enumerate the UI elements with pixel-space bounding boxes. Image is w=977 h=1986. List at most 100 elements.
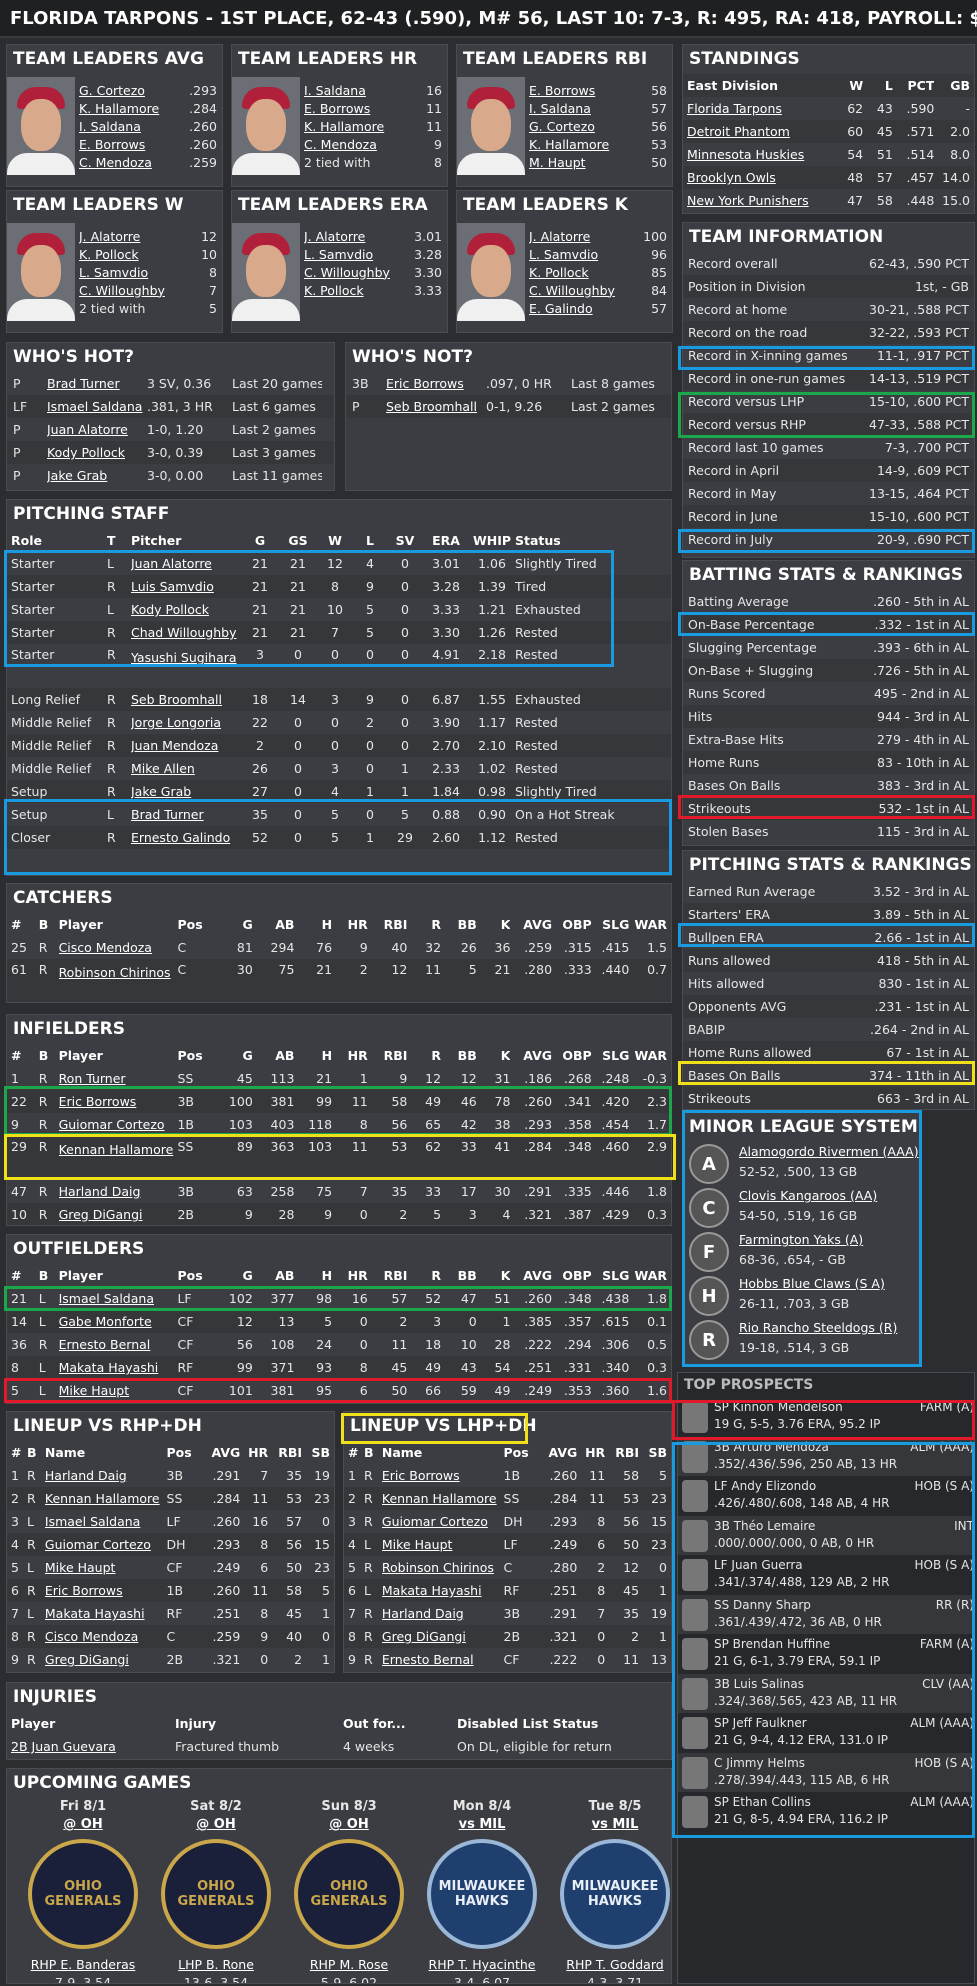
leader-name[interactable]: E. Galindo (529, 300, 593, 316)
player-link[interactable]: Kennan Hallamore (381, 1491, 497, 1506)
hot-cell[interactable]: Ismael Saldana (47, 399, 143, 414)
game-pitcher-link[interactable]: RHP T. Goddard (566, 1957, 664, 1972)
game-opponent-link[interactable]: vs MIL (591, 1817, 639, 1832)
player-link[interactable]: Luis Samvdio (131, 579, 214, 594)
player-link[interactable]: Cisco Mendoza (44, 1629, 139, 1644)
leader-name[interactable]: K. Hallamore (304, 118, 385, 134)
player-link[interactable]: Kennan Hallamore (58, 1142, 174, 1157)
prospect-row[interactable]: SP Ethan Collins ALM (AAA) 21 G, 8-5, 4.94… (678, 1792, 974, 1831)
player-link[interactable]: Greg DiGangi (44, 1652, 129, 1667)
player-link[interactable]: Jorge Longoria (131, 715, 222, 730)
prospect-row[interactable]: C Jimmy Helms HOB (S A) .278/.394/.443, 11… (678, 1752, 974, 1792)
player-link[interactable]: Eric Borrows (58, 1094, 137, 1109)
not-cell[interactable]: Eric Borrows (386, 376, 464, 391)
player-link[interactable]: Chad Willoughby (131, 625, 237, 640)
leader-name[interactable]: J. Alatorre (304, 228, 366, 244)
player-link[interactable]: Seb Broomhall (131, 692, 222, 707)
leader-name[interactable]: E. Borrows (529, 82, 596, 98)
player-link[interactable]: 2B Juan Guevara (11, 1739, 116, 1754)
game-pitcher-link[interactable]: RHP E. Banderas (30, 1957, 136, 1972)
player-link[interactable]: Jake Grab (131, 784, 192, 799)
prospect-name[interactable]: SP Kinnon Mendelson (714, 1400, 843, 1414)
player-link[interactable]: Makata Hayashi (58, 1360, 159, 1375)
leader-name[interactable]: C. Mendoza (304, 136, 377, 152)
player-link[interactable]: Ismael Saldana (44, 1514, 141, 1529)
player-link[interactable]: Ron Turner (58, 1071, 126, 1086)
prospect-row[interactable]: SP Brendan Huffine FARM (A) 21 G, 6-1, 3.7… (678, 1634, 974, 1673)
game-opponent-link[interactable]: vs MIL (458, 1817, 506, 1832)
team-link[interactable]: New York Punishers (687, 193, 809, 208)
team-link[interactable]: Minnesota Huskies (687, 147, 805, 162)
not-cell[interactable]: Seb Broomhall (386, 399, 477, 414)
player-link[interactable]: Mike Haupt (58, 1383, 130, 1398)
prospect-row[interactable]: SS Danny Sharp RR (R) .361/.439/.472, 36 A… (678, 1594, 974, 1634)
player-link[interactable]: Juan Mendoza (131, 738, 219, 753)
player-link[interactable]: Brad Turner (131, 807, 204, 822)
prospect-row[interactable]: LF Andy Elizondo HOB (S A) .426/.480/.608,… (678, 1476, 974, 1515)
prospect-name[interactable]: 3B Luis Salinas (714, 1676, 805, 1691)
prospect-row[interactable]: SP Kinnon Mendelson FARM (A) 19 G, 5-5, 3.… (678, 1397, 974, 1436)
leader-name[interactable]: L. Samvdio (79, 264, 149, 280)
leader-name[interactable]: C. Willoughby (529, 282, 615, 298)
player-link[interactable]: Eric Borrows (381, 1468, 460, 1483)
game-pitcher-link[interactable]: RHP M. Rose (309, 1957, 389, 1972)
leader-name[interactable]: I. Saldana (304, 82, 366, 98)
player-link[interactable]: Ismael Saldana (58, 1291, 154, 1306)
game-pitcher-link[interactable]: LHP B. Rone (178, 1957, 254, 1972)
minor-team-link[interactable]: Hobbs Blue Claws (S A) (739, 1276, 885, 1291)
leader-name[interactable]: K. Hallamore (529, 136, 610, 152)
player-link[interactable]: Gabe Monforte (58, 1314, 152, 1329)
player-link[interactable]: Harland Daig (58, 1184, 141, 1199)
player-link[interactable]: Guiomar Cortezo (58, 1117, 165, 1132)
leader-name[interactable]: E. Borrows (79, 136, 146, 152)
leader-name[interactable]: K. Hallamore (79, 100, 160, 116)
hot-cell[interactable]: Jake Grab (47, 468, 108, 483)
prospect-row[interactable]: 3B Arturo Mendoza ALM (AAA) .352/.436/.596… (678, 1436, 974, 1476)
hot-cell[interactable]: Kody Pollock (47, 445, 125, 460)
prospect-name[interactable]: SP Jeff Faulkner (714, 1716, 807, 1730)
hot-cell[interactable]: Brad Turner (47, 376, 120, 391)
player-link[interactable]: Cisco Mendoza (58, 940, 152, 955)
prospect-name[interactable]: SP Brendan Huffine (714, 1637, 831, 1651)
prospect-name[interactable]: LF Andy Elizondo (714, 1479, 817, 1493)
player-link[interactable]: Mike Haupt (44, 1560, 116, 1575)
leader-name[interactable]: K. Pollock (79, 246, 139, 262)
player-link[interactable]: Ernesto Bernal (381, 1652, 474, 1667)
player-link[interactable]: Guiomar Cortezo (381, 1514, 488, 1529)
prospect-name[interactable]: 3B Arturo Mendoza (714, 1439, 829, 1454)
leader-name[interactable]: M. Haupt (529, 154, 586, 170)
game-opponent-link[interactable]: @ OH (329, 1817, 369, 1832)
minor-team-link[interactable]: Farmington Yaks (A) (739, 1232, 864, 1247)
team-link[interactable]: Florida Tarpons (687, 101, 782, 116)
game-opponent-link[interactable]: @ OH (63, 1817, 103, 1832)
prospect-name[interactable]: C Jimmy Helms (714, 1755, 806, 1770)
leader-name[interactable]: I. Saldana (79, 118, 141, 134)
leader-name[interactable]: G. Cortezo (79, 82, 145, 98)
game-opponent-link[interactable]: @ OH (196, 1817, 236, 1832)
prospect-row[interactable]: 3B Théo Lemaire INT .000/.000/.000, 0 AB, … (678, 1515, 974, 1555)
player-link[interactable]: Guiomar Cortezo (44, 1537, 151, 1552)
leader-name[interactable]: C. Mendoza (79, 154, 152, 170)
prospect-name[interactable]: LF Juan Guerra (714, 1558, 803, 1572)
leader-name[interactable]: G. Cortezo (529, 118, 595, 134)
player-link[interactable]: Ernesto Bernal (58, 1337, 151, 1352)
leader-name[interactable]: K. Pollock (529, 264, 589, 280)
leader-name[interactable]: L. Samvdio (529, 246, 599, 262)
player-link[interactable]: Mike Allen (131, 761, 195, 776)
player-link[interactable]: Juan Alatorre (131, 556, 212, 571)
player-link[interactable]: Greg DiGangi (381, 1629, 466, 1644)
player-link[interactable]: Ernesto Galindo (131, 830, 231, 845)
prospect-row[interactable]: SP Jeff Faulkner ALM (AAA) 21 G, 9-4, 4.12… (678, 1713, 974, 1752)
prospect-row[interactable]: LF Juan Guerra HOB (S A) .341/.374/.488, 1… (678, 1555, 974, 1594)
game-pitcher-link[interactable]: RHP T. Hyacinthe (428, 1957, 536, 1972)
leader-name[interactable]: J. Alatorre (529, 228, 591, 244)
player-link[interactable]: Mike Haupt (381, 1537, 453, 1552)
player-link[interactable]: Harland Daig (381, 1606, 464, 1621)
player-link[interactable]: Eric Borrows (44, 1583, 123, 1598)
team-link[interactable]: Detroit Phantom (687, 124, 790, 139)
player-link[interactable]: Makata Hayashi (44, 1606, 145, 1621)
team-link[interactable]: Brooklyn Owls (687, 170, 776, 185)
hot-cell[interactable]: Juan Alatorre (47, 422, 128, 437)
minor-team-link[interactable]: Rio Rancho Steeldogs (R) (739, 1320, 898, 1335)
leader-name[interactable]: I. Saldana (529, 100, 591, 116)
